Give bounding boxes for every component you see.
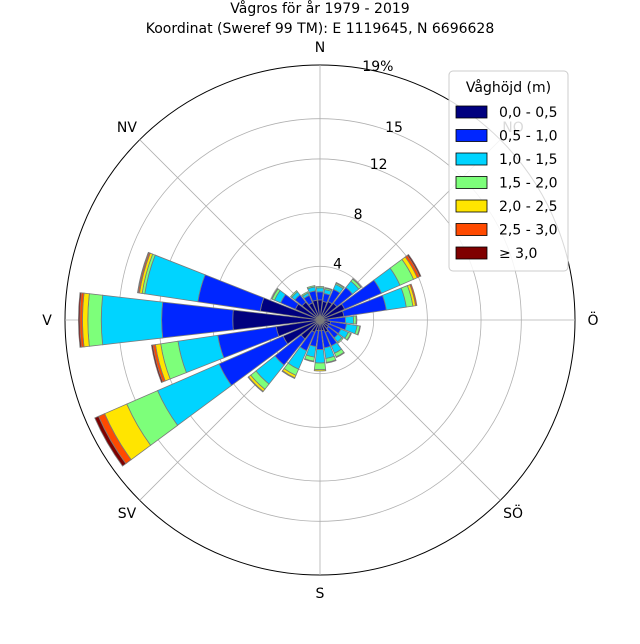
radial-tick-label: 15 (385, 120, 403, 136)
legend-label: ≥ 3,0 (499, 246, 537, 262)
direction-label: S (316, 586, 325, 602)
bar-segment (247, 376, 264, 393)
bar-segment (197, 274, 265, 312)
direction-label: V (42, 313, 52, 329)
sector-0 (315, 286, 325, 321)
radial-tick-label: 12 (370, 157, 388, 173)
legend-swatch (455, 199, 488, 213)
legend-label: 2,0 - 2,5 (499, 199, 557, 215)
bar-segment (356, 325, 361, 336)
direction-label: N (315, 40, 325, 56)
legend-swatch (455, 246, 488, 260)
sector-270 (78, 292, 321, 348)
legend-swatch (455, 176, 488, 189)
sector-bars (78, 251, 422, 467)
legend: Våghöjd (m) 0,0 - 0,5 0,5 - 1,0 1,0 - 1,5 1,… (448, 70, 569, 272)
direction-label: SÖ (503, 504, 523, 522)
bar-segment (281, 370, 296, 379)
sector-120 (319, 319, 352, 341)
bar-segment (346, 332, 352, 341)
bar-segment (336, 336, 344, 344)
bar-segment (137, 251, 150, 294)
radial-tick-label: 8 (354, 207, 363, 223)
sector-345 (306, 285, 321, 321)
legend-swatch (455, 105, 488, 119)
bar-segment (324, 287, 333, 291)
legend-box (448, 70, 569, 272)
bar-segment (409, 283, 418, 307)
bar-segment (335, 281, 345, 289)
sector-255 (150, 319, 321, 383)
radial-tick-label: 19% (362, 59, 393, 75)
bar-segment (144, 254, 206, 303)
legend-label: 1,5 - 2,0 (499, 176, 557, 192)
direction-label: NV (117, 120, 137, 136)
sector-60 (319, 253, 422, 321)
sector-300 (270, 287, 321, 321)
bar-segment (335, 351, 345, 359)
sector-165 (319, 319, 337, 364)
legend-swatch (455, 223, 488, 236)
legend-swatch (455, 129, 488, 142)
bar-segment (316, 291, 324, 301)
sector-285 (137, 251, 321, 321)
bar-segment (78, 292, 82, 348)
sector-225 (247, 319, 321, 393)
radial-tick-labels: 4 8 12 15 19% (333, 59, 403, 272)
legend-label: 0,0 - 0,5 (499, 105, 557, 121)
bar-segment (315, 286, 325, 289)
bar-segment (94, 415, 127, 467)
bar-segment (352, 277, 363, 288)
direction-label: SV (118, 506, 137, 522)
chart-subtitle: Koordinat (Sweref 99 TM): E 1119645, N 6… (146, 21, 495, 37)
bar-segment (315, 287, 325, 293)
bar-segment (344, 315, 354, 325)
bar-segment (314, 348, 326, 364)
sector-45 (319, 277, 363, 321)
sector-240 (94, 319, 321, 467)
legend-label: 2,5 - 3,0 (499, 223, 557, 239)
bar-segment (301, 291, 309, 297)
grid-spoke (319, 319, 501, 501)
sector-210 (281, 319, 321, 379)
bar-segment (100, 294, 164, 346)
sector-330 (301, 291, 321, 321)
chart-title: Vågros för år 1979 - 2019 (230, 0, 409, 17)
legend-title: Våghöjd (m) (466, 79, 551, 96)
legend-swatch (455, 152, 488, 166)
sector-315 (290, 290, 321, 321)
bar-segment (303, 358, 315, 363)
direction-label: Ö (587, 311, 598, 329)
legend-label: 0,5 - 1,0 (499, 129, 557, 145)
sector-180 (313, 319, 327, 372)
bar-segment (150, 344, 164, 383)
bar-segment (355, 315, 358, 325)
bar-segment (87, 293, 104, 347)
bar-segment (313, 362, 327, 371)
sector-135 (319, 319, 344, 344)
sector-150 (319, 319, 345, 359)
grid-spoke (139, 139, 321, 321)
sector-75 (319, 283, 418, 321)
bar-segment (325, 359, 337, 364)
sector-195 (303, 319, 321, 363)
bar-segment (290, 290, 299, 299)
bar-segment (406, 253, 422, 278)
bar-segment (161, 301, 234, 339)
bar-segment (270, 287, 279, 300)
legend-label: 1,0 - 1,5 (499, 152, 557, 168)
bar-segment (313, 368, 327, 372)
radial-tick-label: 4 (333, 256, 342, 272)
sector-30 (319, 281, 345, 321)
bar-segment (306, 285, 316, 290)
sector-90 (319, 315, 358, 325)
